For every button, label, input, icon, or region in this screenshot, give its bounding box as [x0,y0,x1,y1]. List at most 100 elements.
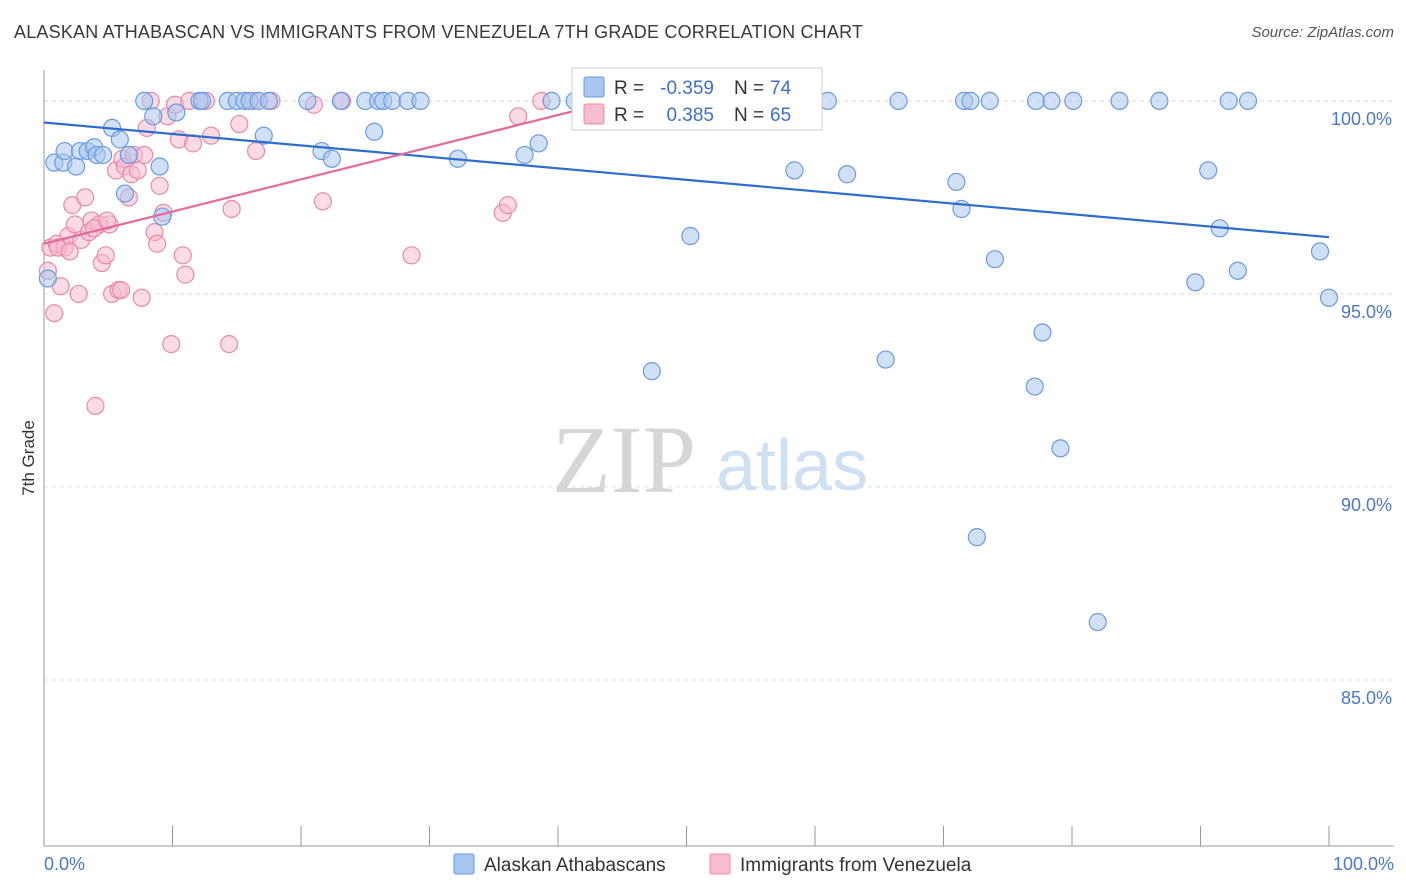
athabascan-point-56 [1026,91,1046,110]
trend-lines [43,107,1330,245]
venezuela-point-14 [86,396,105,415]
legend-n-label-pink: N = [734,105,764,126]
athabascan-point-59 [1110,91,1129,110]
athabascan-point-72 [1186,273,1205,292]
venezuela-point-27 [128,161,147,180]
athabascan-point-62 [1238,91,1258,110]
venezuela-point-11 [76,188,95,207]
trend-line-venezuela [43,107,584,245]
athabascan-point-50 [838,165,857,184]
watermark: ZIP atlas [552,406,868,513]
venezuela-point-49 [246,141,266,161]
x-tick-label-max: 100.0% [1333,854,1394,874]
x-tick-labels: 0.0% 100.0% [44,854,1394,874]
athabascan-point-20 [192,91,212,110]
venezuela-point-2 [45,304,64,323]
athabascan-point-54 [961,91,980,110]
axes [43,70,1394,847]
venezuela-point-56 [498,196,517,215]
venezuela-point-63 [60,242,79,261]
y-tick-label-0: 100.0% [1331,109,1392,129]
athabascan-point-4 [67,157,86,176]
athabascan-point-38 [411,91,430,110]
athabascan-point-68 [1033,323,1052,342]
venezuela-point-37 [162,335,181,354]
legend-n-label-blue: N = [734,78,764,99]
bottom-legend-swatch-blue [453,853,475,875]
legend-swatch-pink [583,103,605,125]
venezuela-point-33 [147,234,167,253]
venezuela-point-61 [111,280,131,300]
athabascan-point-16 [150,157,169,176]
legend-n-value-blue: 74 [770,78,792,99]
y-tick-label-3: 85.0% [1341,688,1392,708]
bottom-legend-label-blue: Alaskan Athabascans [484,855,666,876]
athabascan-point-67 [1025,377,1044,396]
venezuela-point-17 [96,246,115,265]
athabascan-point-51 [889,91,908,110]
athabascan-point-13 [119,145,138,165]
athabascan-point-41 [529,134,548,153]
venezuela-point-29 [135,145,154,165]
athabascan-point-12 [115,184,135,203]
athabascan-point-60 [1150,91,1169,110]
venezuela-point-28 [132,288,151,307]
venezuela-point-57 [509,107,528,126]
athabascan-point-64 [876,350,895,369]
athabascan-point-77 [1319,288,1339,307]
athabascan-point-0 [38,269,57,288]
venezuela-point-40 [173,246,192,265]
athabascan-point-15 [144,107,163,126]
legend-r-value-pink: 0.385 [666,105,714,126]
venezuela-point-9 [69,284,88,304]
y-tick-label-2: 90.0% [1341,495,1392,515]
venezuela-point-47 [230,114,249,134]
athabascan-point-30 [322,149,341,168]
y-tick-label-1: 95.0% [1341,302,1392,322]
athabascan-point-9 [94,145,113,165]
series-athabascan-points [38,91,1339,632]
athabascan-point-26 [254,126,273,145]
legend-swatch-blue [583,76,605,98]
athabascan-point-52 [947,172,966,192]
athabascan-point-63 [642,362,661,381]
legend-r-label-blue: R = [614,78,644,99]
venezuela-point-41 [176,265,195,284]
athabascan-point-11 [110,130,129,149]
venezuela-point-44 [201,126,221,145]
venezuela-point-34 [150,176,169,195]
venezuela-point-45 [219,335,239,354]
venezuela-point-46 [222,199,241,219]
legend-n-value-pink: 65 [770,105,791,126]
trend-line-athabascan [43,121,1330,239]
athabascan-point-33 [365,122,384,141]
athabascan-point-58 [1064,91,1083,110]
legend-box [571,67,823,131]
grid-lines [44,100,1394,681]
athabascan-point-36 [383,91,402,110]
x-ticks [43,826,1330,846]
source-label: Source: ZipAtlas.com [1251,24,1394,41]
watermark-zip: ZIP [552,406,696,513]
athabascan-point-61 [1219,91,1238,110]
bottom-legend-swatch-pink [709,853,731,875]
athabascan-point-76 [1310,242,1330,261]
athabascan-point-3 [55,141,74,161]
athabascan-point-42 [542,91,561,110]
y-tick-labels: 100.0% 95.0% 90.0% 85.0% [1331,109,1392,708]
athabascan-point-55 [980,91,999,110]
athabascan-point-69 [1051,439,1070,458]
series-legend: Alaskan Athabascans Immigrants from Vene… [453,853,972,876]
venezuela-point-52 [313,192,332,211]
athabascan-point-18 [167,103,186,122]
athabascan-point-71 [1088,612,1107,632]
athabascan-point-28 [298,91,317,110]
athabascan-point-57 [1042,91,1061,110]
watermark-atlas: atlas [716,426,868,506]
athabascan-point-66 [985,250,1005,269]
legend-r-value-blue: -0.359 [660,78,714,99]
venezuela-point-54 [402,246,421,265]
athabascan-point-31 [331,91,350,110]
x-tick-label-min: 0.0% [44,854,85,874]
